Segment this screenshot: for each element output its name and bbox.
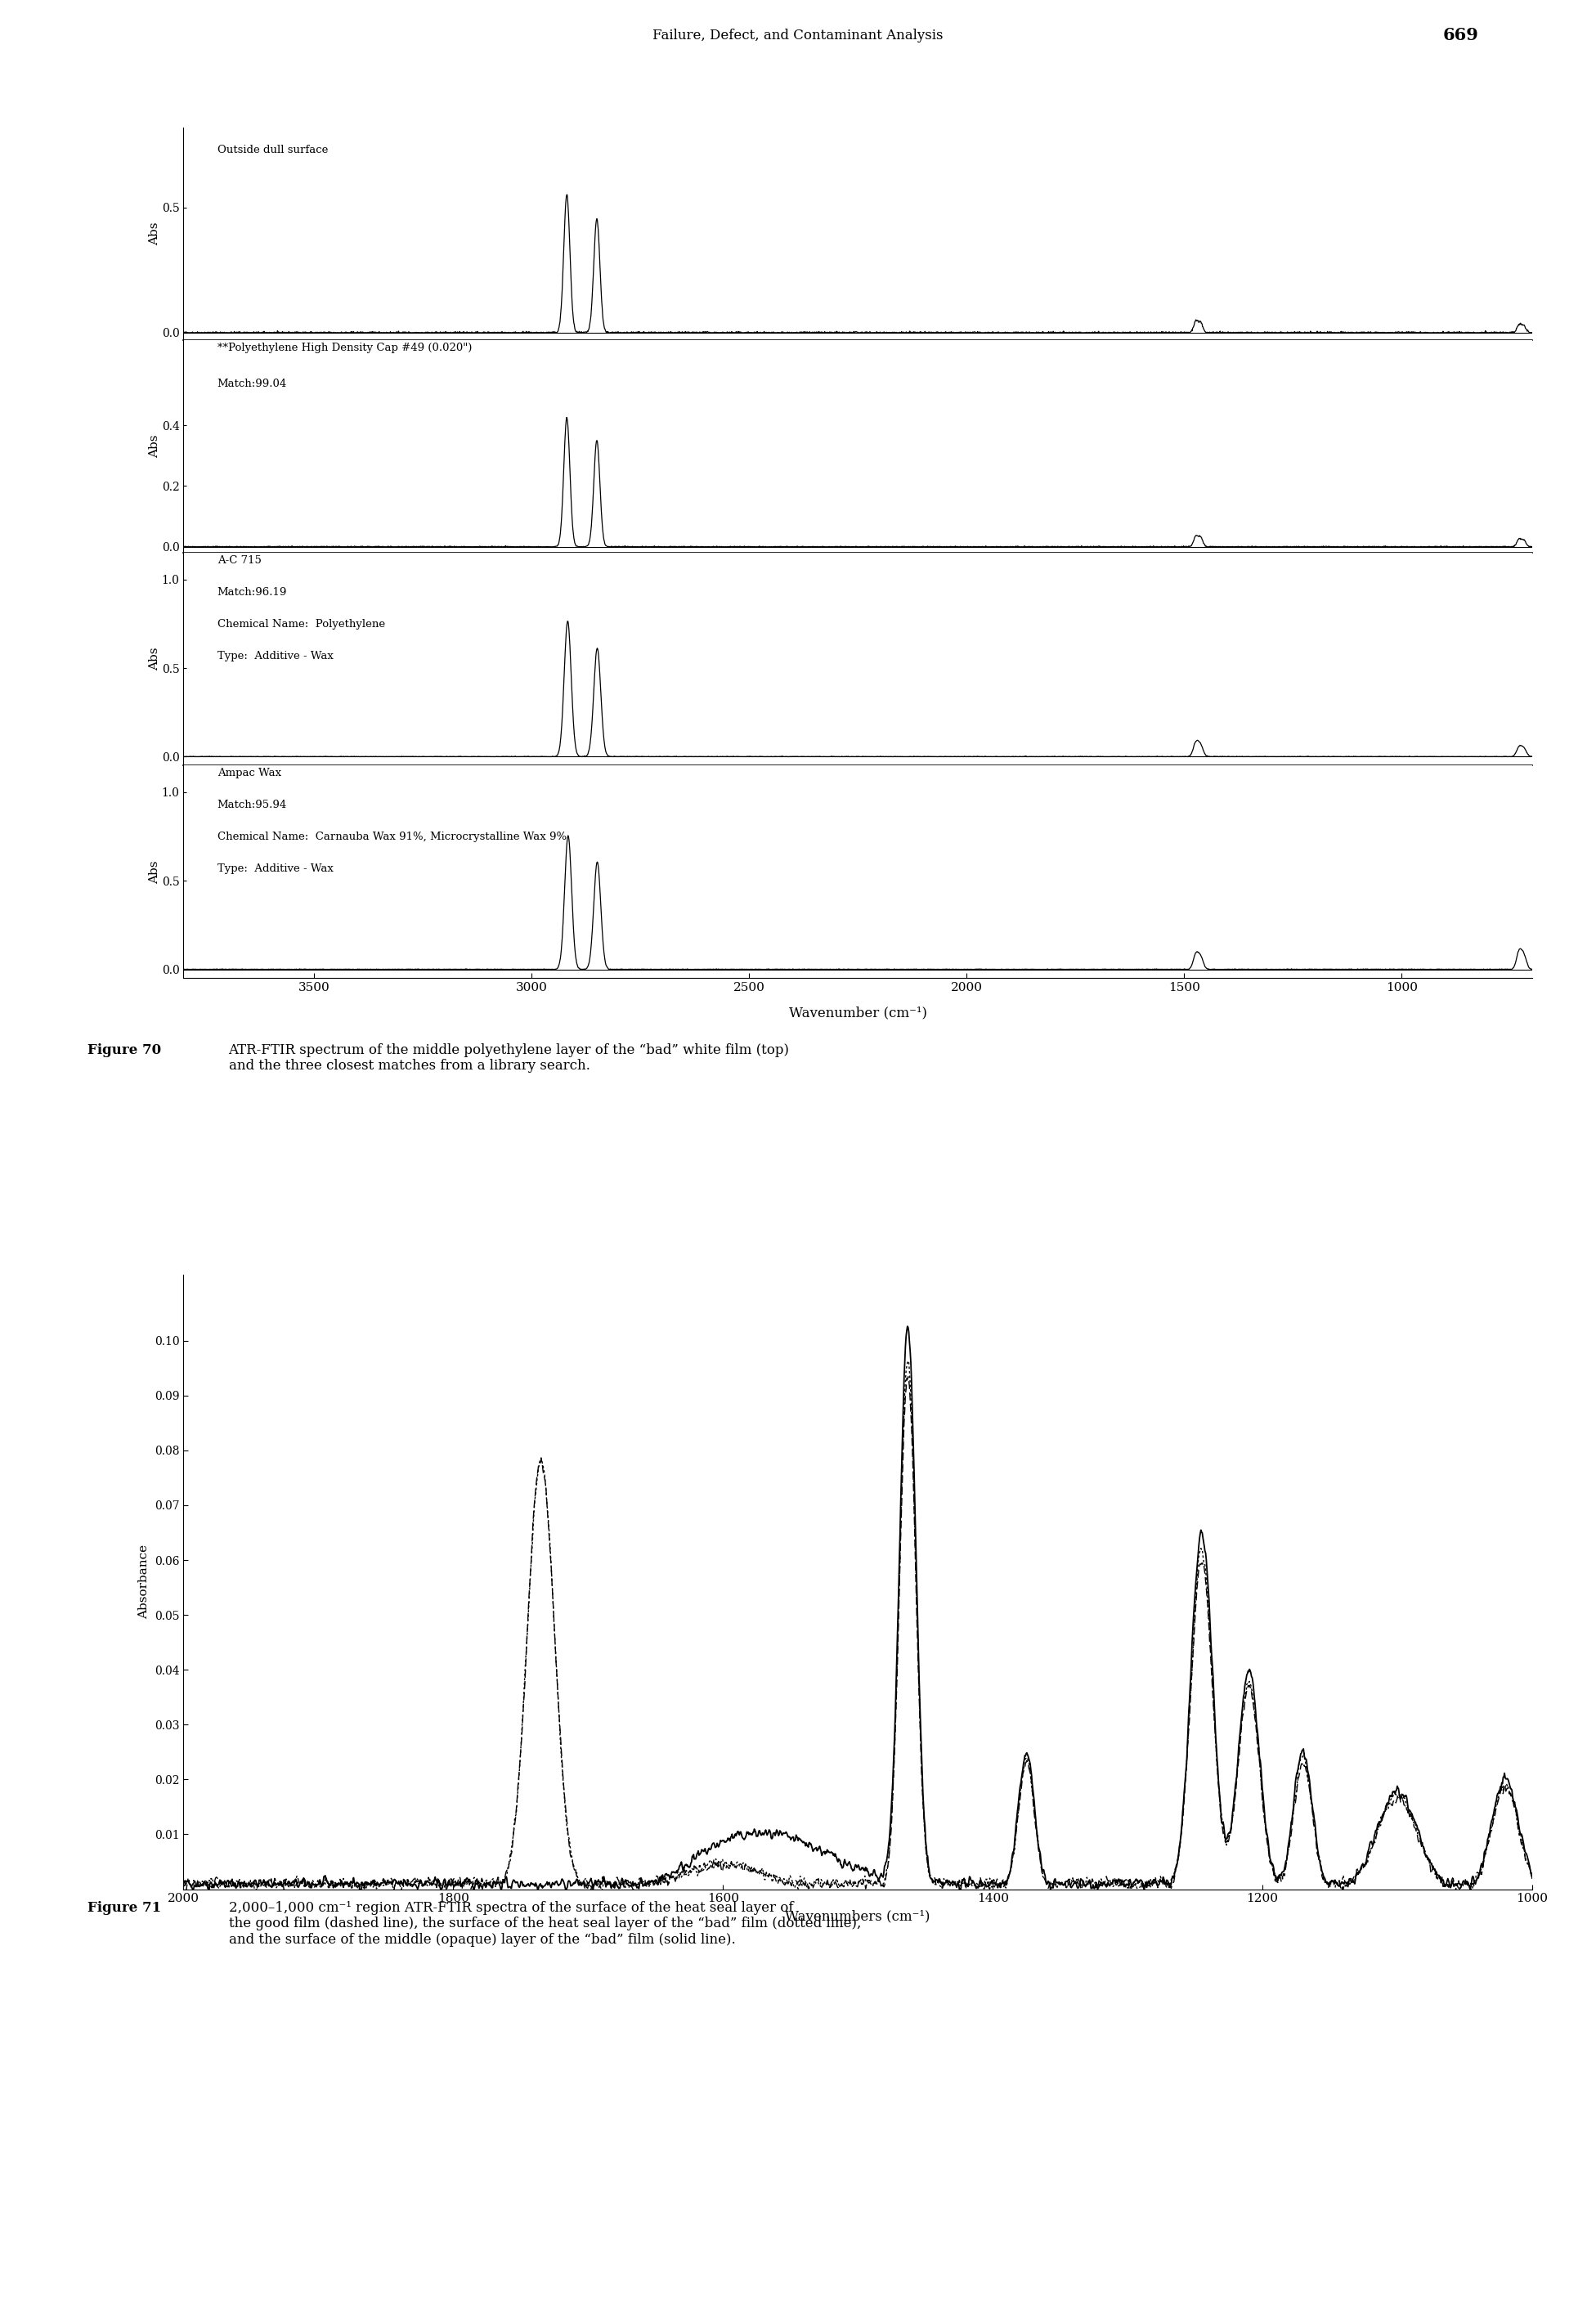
Text: 669: 669 (1443, 28, 1478, 44)
Text: **Polyethylene High Density Cap #49 (0.020"): **Polyethylene High Density Cap #49 (0.0… (217, 343, 472, 352)
Text: Figure 70: Figure 70 (88, 1043, 161, 1057)
Y-axis label: Abs: Abs (148, 647, 161, 670)
Y-axis label: Abs: Abs (148, 223, 161, 246)
Y-axis label: Absorbance: Absorbance (139, 1544, 150, 1620)
Text: Wavenumber (cm⁻¹): Wavenumber (cm⁻¹) (788, 1006, 927, 1020)
Text: Match:99.04: Match:99.04 (217, 378, 287, 389)
X-axis label: Wavenumbers (cm⁻¹): Wavenumbers (cm⁻¹) (785, 1910, 930, 1924)
Y-axis label: Abs: Abs (148, 860, 161, 883)
Text: Failure, Defect, and Contaminant Analysis: Failure, Defect, and Contaminant Analysi… (653, 28, 943, 42)
Text: Match:95.94: Match:95.94 (217, 800, 287, 811)
Text: Ampac Wax: Ampac Wax (217, 767, 281, 779)
Y-axis label: Abs: Abs (148, 436, 161, 459)
Text: ATR-FTIR spectrum of the middle polyethylene layer of the “bad” white film (top): ATR-FTIR spectrum of the middle polyethy… (228, 1043, 790, 1073)
Text: 2,000–1,000 cm⁻¹ region ATR-FTIR spectra of the surface of the heat seal layer o: 2,000–1,000 cm⁻¹ region ATR-FTIR spectra… (228, 1901, 860, 1947)
Text: Figure 71: Figure 71 (88, 1901, 161, 1915)
Text: Match:96.19: Match:96.19 (217, 586, 287, 598)
Text: Chemical Name:  Carnauba Wax 91%, Microcrystalline Wax 9%: Chemical Name: Carnauba Wax 91%, Microcr… (217, 832, 567, 841)
Text: Type:  Additive - Wax: Type: Additive - Wax (217, 862, 334, 874)
Text: Type:  Additive - Wax: Type: Additive - Wax (217, 651, 334, 661)
Text: Outside dull surface: Outside dull surface (217, 144, 327, 155)
Text: Chemical Name:  Polyethylene: Chemical Name: Polyethylene (217, 619, 385, 630)
Text: A-C 715: A-C 715 (217, 554, 262, 566)
